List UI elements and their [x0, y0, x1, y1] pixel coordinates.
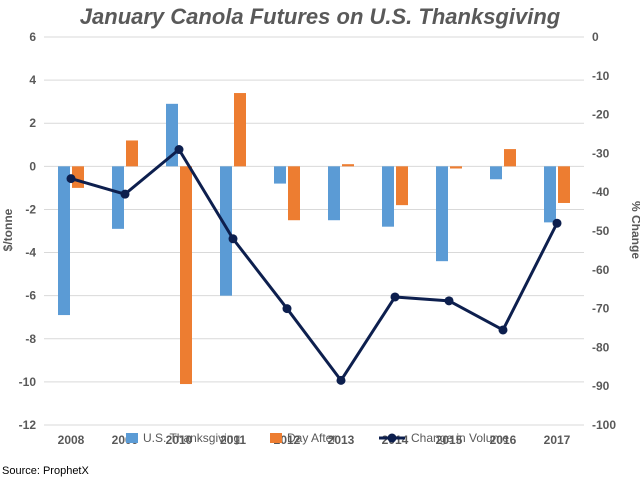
volume-point	[498, 325, 508, 335]
day-after-bar	[234, 93, 246, 167]
y-tick-label: -4	[25, 246, 36, 260]
x-tick-label: 2015	[436, 433, 463, 447]
volume-point	[444, 296, 454, 306]
volume-point	[552, 218, 562, 228]
y-tick-label: -12	[19, 418, 37, 432]
legend-label: U.S. Thanksgiving	[143, 431, 240, 445]
day-after-bar	[558, 166, 570, 203]
legend-swatch-day-after	[270, 433, 282, 443]
y2-axis-label: % Change	[629, 201, 640, 259]
thanksgiving-bar	[490, 166, 502, 180]
day-after-bar	[342, 164, 354, 167]
y-axis-label: $/tonne	[1, 208, 15, 251]
thanksgiving-bar	[58, 166, 70, 316]
x-tick-label: 2008	[58, 433, 85, 447]
chart-title: January Canola Futures on U.S. Thanksgiv…	[80, 4, 561, 29]
y-tick-label: -6	[25, 289, 36, 303]
thanksgiving-bar	[544, 166, 556, 223]
y2-tick-label: -90	[592, 379, 610, 393]
day-after-bar	[126, 140, 138, 167]
volume-point	[282, 304, 292, 314]
x-tick-label: 2011	[220, 433, 246, 447]
y2-tick-label: -80	[592, 340, 610, 354]
volume-line	[66, 145, 562, 385]
x-tick-label: 2017	[544, 433, 571, 447]
thanksgiving-bar	[382, 166, 394, 227]
y-tick-label: -10	[19, 375, 37, 389]
legend: U.S. Thanksgiving Day After Change in Volu…	[126, 431, 509, 445]
x-tick-label: 2013	[328, 433, 355, 447]
day-after-bar	[180, 166, 192, 385]
y2-tick-label: -60	[592, 263, 610, 277]
thanksgiving-bar	[274, 166, 286, 184]
legend-label: Day After	[287, 431, 336, 445]
day-after-bar	[450, 166, 462, 169]
y2-tick-label: -40	[592, 185, 610, 199]
y2-tick-label: 0	[592, 30, 599, 44]
thanksgiving-bar	[328, 166, 340, 221]
legend-label: Change in Volume	[411, 431, 509, 445]
volume-point	[66, 174, 76, 184]
volume-point	[390, 292, 400, 302]
source-note: Source: ProphetX	[2, 465, 89, 477]
y-tick-label: -2	[25, 202, 36, 216]
x-tick-label: 2016	[490, 433, 517, 447]
y-tick-label: 4	[29, 73, 36, 87]
axes: 6 4 2 0 -2 -4 -6 -8 -10 -12 0 -10 -20 -30 -40 -50 -60 -70…	[19, 30, 617, 447]
y2-tick-label: -30	[592, 146, 610, 160]
volume-point	[120, 189, 130, 199]
legend-marker-volume	[387, 433, 397, 443]
y-tick-label: 0	[29, 159, 36, 173]
thanksgiving-bar	[220, 166, 232, 296]
thanksgiving-bar	[436, 166, 448, 262]
y-tick-label: 6	[29, 30, 36, 44]
gridlines	[44, 36, 584, 426]
x-tick-label: 2010	[166, 433, 193, 447]
day-after-bar	[288, 166, 300, 221]
volume-point	[336, 375, 346, 385]
y-tick-label: -8	[25, 332, 36, 346]
y2-tick-label: -20	[592, 108, 610, 122]
volume-point	[228, 234, 238, 244]
day-after-bar	[504, 149, 516, 167]
bars	[58, 93, 570, 385]
y2-tick-label: -50	[592, 224, 610, 238]
volume-line-path	[70, 148, 559, 382]
y2-tick-label: -70	[592, 302, 610, 316]
day-after-bar	[396, 166, 408, 206]
y2-tick-label: -100	[592, 418, 616, 432]
legend-swatch-thanksgiving	[126, 433, 138, 443]
volume-point	[174, 145, 184, 155]
thanksgiving-bar	[112, 166, 124, 229]
y-tick-label: 2	[29, 116, 36, 130]
y2-tick-label: -10	[592, 69, 610, 83]
